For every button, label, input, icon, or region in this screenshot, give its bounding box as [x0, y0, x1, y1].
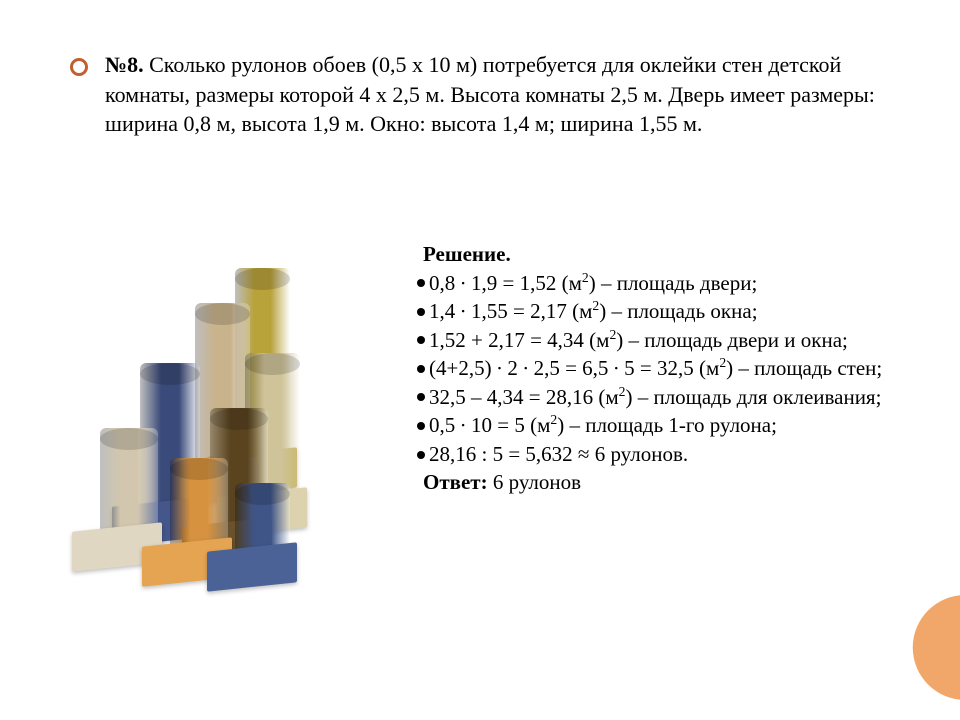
solution-step: 1,4 ∙ 1,55 = 2,17 (м2) – площадь окна; [395, 297, 910, 326]
answer-label: Ответ: [423, 470, 488, 494]
corner-decor-circle [913, 595, 960, 700]
solution-step-text: 0,5 ∙ 10 = 5 (м2) – площадь 1-го рулона; [429, 413, 777, 437]
solution-step: 0,8 ∙ 1,9 = 1,52 (м2) – площадь двери; [395, 269, 910, 298]
bullet-dot-icon [417, 336, 425, 344]
bullet-dot-icon [417, 393, 425, 401]
solution-step: (4+2,5) ∙ 2 ∙ 2,5 = 6,5 ∙ 5 = 32,5 (м2) … [395, 354, 910, 383]
solution-step-text: 32,5 – 4,34 = 28,16 (м2) – площадь для о… [429, 385, 881, 409]
bullet-dot-icon [417, 422, 425, 430]
solution-step: 32,5 – 4,34 = 28,16 (м2) – площадь для о… [395, 383, 910, 412]
solution-step-text: 28,16 : 5 = 5,632 ≈ 6 рулонов. [429, 442, 688, 466]
solution-step: 0,5 ∙ 10 = 5 (м2) – площадь 1-го рулона; [395, 411, 910, 440]
solution-step: 28,16 : 5 = 5,632 ≈ 6 рулонов. [395, 440, 910, 469]
solution-block: Решение. 0,8 ∙ 1,9 = 1,52 (м2) – площадь… [395, 240, 910, 497]
problem-number: №8. [105, 52, 144, 77]
bullet-dot-icon [417, 451, 425, 459]
solution-step-text: (4+2,5) ∙ 2 ∙ 2,5 = 6,5 ∙ 5 = 32,5 (м2) … [429, 356, 882, 380]
wallpaper-roll [100, 428, 158, 563]
solution-step-text: 1,4 ∙ 1,55 = 2,17 (м2) – площадь окна; [429, 299, 758, 323]
problem-body: Сколько рулонов обоев (0,5 х 10 м) потре… [105, 52, 875, 136]
solution-step-text: 0,8 ∙ 1,9 = 1,52 (м2) – площадь двери; [429, 271, 757, 295]
wallpaper-roll [235, 483, 290, 583]
wallpaper-rolls-image [80, 258, 345, 588]
bullet-dot-icon [417, 365, 425, 373]
bullet-dot-icon [417, 279, 425, 287]
bullet-ring-icon [70, 58, 88, 76]
solution-step-text: 1,52 + 2,17 = 4,34 (м2) – площадь двери … [429, 328, 848, 352]
solution-title: Решение. [423, 240, 910, 269]
bullet-dot-icon [417, 308, 425, 316]
solution-answer: Ответ: 6 рулонов [423, 468, 910, 497]
solution-step: 1,52 + 2,17 = 4,34 (м2) – площадь двери … [395, 326, 910, 355]
problem-text: №8. Сколько рулонов обоев (0,5 х 10 м) п… [105, 50, 885, 139]
answer-value: 6 рулонов [493, 470, 581, 494]
slide: №8. Сколько рулонов обоев (0,5 х 10 м) п… [0, 0, 960, 720]
